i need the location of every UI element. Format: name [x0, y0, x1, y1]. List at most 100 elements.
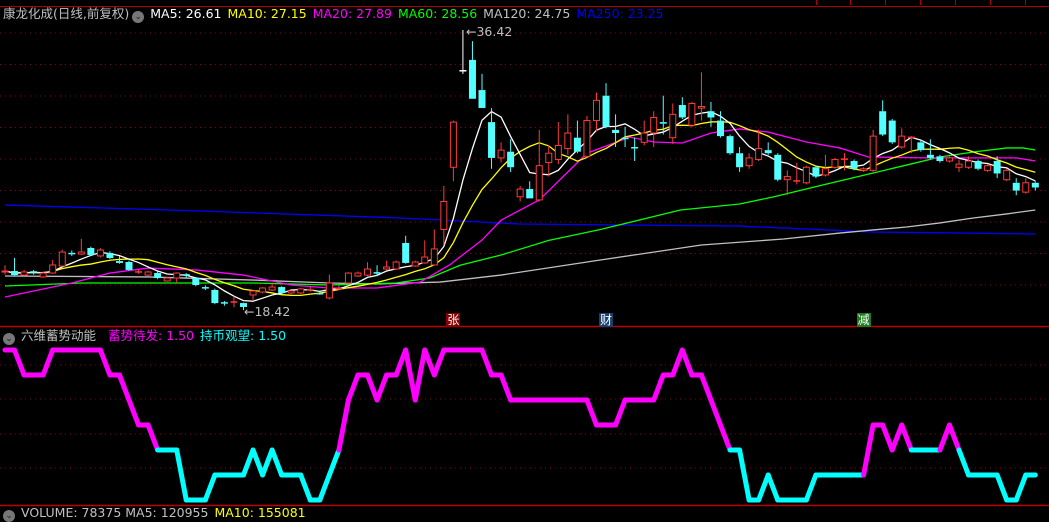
candle[interactable]	[373, 265, 381, 277]
candle[interactable]	[764, 142, 772, 155]
candle[interactable]	[659, 95, 667, 135]
candle[interactable]	[631, 137, 639, 162]
candle[interactable]	[430, 229, 438, 266]
candle[interactable]	[745, 153, 753, 169]
candle[interactable]	[459, 30, 467, 74]
candle[interactable]	[936, 154, 944, 163]
candle[interactable]	[678, 97, 686, 120]
toolbar-cell[interactable]	[1025, 0, 1049, 5]
toolbar-cell[interactable]	[850, 0, 886, 5]
signal-marker[interactable]: 财	[599, 313, 614, 327]
candle[interactable]	[392, 260, 400, 270]
stock-chart[interactable]	[0, 0, 1049, 511]
candle[interactable]	[907, 136, 915, 154]
candle[interactable]	[440, 185, 448, 246]
candle[interactable]	[421, 240, 429, 264]
candle[interactable]	[888, 119, 896, 144]
candle[interactable]	[297, 287, 305, 295]
candle[interactable]	[240, 302, 247, 311]
candle[interactable]	[411, 260, 419, 267]
candle[interactable]	[612, 114, 620, 148]
signal-marker[interactable]: 减	[856, 313, 871, 327]
candle[interactable]	[115, 255, 123, 264]
candle[interactable]	[507, 139, 515, 172]
candle[interactable]	[173, 272, 181, 284]
candle[interactable]	[545, 145, 553, 177]
candle[interactable]	[688, 101, 696, 127]
candle[interactable]	[163, 276, 171, 282]
candle[interactable]	[984, 164, 992, 172]
chevron-down-icon[interactable]: ⌄	[3, 333, 15, 345]
candle[interactable]	[249, 290, 257, 302]
candle[interactable]	[736, 147, 744, 172]
candle[interactable]	[802, 165, 810, 185]
candle[interactable]	[869, 129, 877, 172]
candle[interactable]	[697, 72, 705, 121]
candle[interactable]	[516, 185, 524, 202]
candle[interactable]	[602, 83, 610, 129]
candle[interactable]	[717, 111, 724, 138]
candle[interactable]	[58, 249, 66, 267]
candle[interactable]	[755, 129, 763, 162]
candle[interactable]	[669, 103, 677, 144]
candle[interactable]	[783, 170, 791, 196]
candle[interactable]	[955, 159, 963, 172]
candle[interactable]	[154, 271, 162, 280]
candle[interactable]	[335, 285, 343, 291]
candle[interactable]	[39, 271, 47, 278]
candle[interactable]	[774, 153, 782, 182]
candle[interactable]	[182, 273, 190, 278]
candle[interactable]	[726, 134, 734, 155]
candle[interactable]	[230, 296, 238, 308]
candle[interactable]	[449, 120, 457, 182]
candle[interactable]	[860, 167, 868, 172]
candle[interactable]	[20, 269, 28, 277]
candle[interactable]	[278, 286, 286, 295]
candle[interactable]	[1, 265, 9, 275]
candle[interactable]	[564, 114, 572, 155]
candle[interactable]	[144, 270, 152, 277]
candle[interactable]	[707, 101, 715, 127]
candle[interactable]	[917, 140, 925, 152]
candle[interactable]	[478, 73, 486, 109]
candle[interactable]	[945, 156, 953, 163]
candle[interactable]	[106, 251, 114, 260]
chevron-down-icon[interactable]: ⌄	[132, 11, 145, 23]
candle[interactable]	[1022, 178, 1030, 194]
candle[interactable]	[1003, 168, 1011, 182]
candle[interactable]	[650, 111, 658, 148]
candle[interactable]	[554, 122, 562, 165]
candle[interactable]	[49, 259, 57, 274]
candle[interactable]	[383, 260, 391, 270]
candle[interactable]	[526, 181, 534, 199]
toolbar-cell[interactable]	[990, 0, 1026, 5]
candle[interactable]	[344, 272, 352, 284]
candle[interactable]	[1012, 178, 1020, 196]
candle[interactable]	[68, 250, 76, 256]
candle[interactable]	[488, 108, 496, 169]
candle[interactable]	[879, 100, 887, 137]
candle[interactable]	[831, 157, 839, 169]
candle[interactable]	[535, 129, 543, 202]
candle[interactable]	[468, 41, 476, 99]
candle[interactable]	[497, 142, 505, 163]
candle[interactable]	[583, 115, 591, 158]
candle[interactable]	[135, 269, 143, 274]
candle[interactable]	[316, 291, 324, 295]
candle[interactable]	[402, 235, 410, 264]
candle[interactable]	[201, 285, 209, 291]
candle[interactable]	[259, 287, 267, 294]
candle[interactable]	[793, 162, 801, 185]
candle[interactable]	[268, 282, 276, 291]
candle[interactable]	[306, 287, 314, 292]
candle[interactable]	[1031, 181, 1039, 191]
candle[interactable]	[287, 290, 295, 295]
candle[interactable]	[354, 271, 362, 277]
toolbar-cell[interactable]	[816, 0, 851, 5]
candle[interactable]	[87, 246, 95, 256]
candle[interactable]	[821, 154, 829, 177]
candle[interactable]	[592, 92, 600, 132]
candle[interactable]	[841, 153, 849, 171]
signal-marker[interactable]: 张	[446, 313, 461, 327]
candle[interactable]	[30, 269, 38, 275]
